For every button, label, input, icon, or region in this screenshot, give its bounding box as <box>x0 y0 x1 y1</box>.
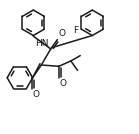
Text: HN: HN <box>35 39 48 48</box>
Text: O: O <box>59 79 66 88</box>
Text: O: O <box>32 90 39 99</box>
Text: O: O <box>58 29 65 38</box>
Text: F: F <box>73 26 78 35</box>
